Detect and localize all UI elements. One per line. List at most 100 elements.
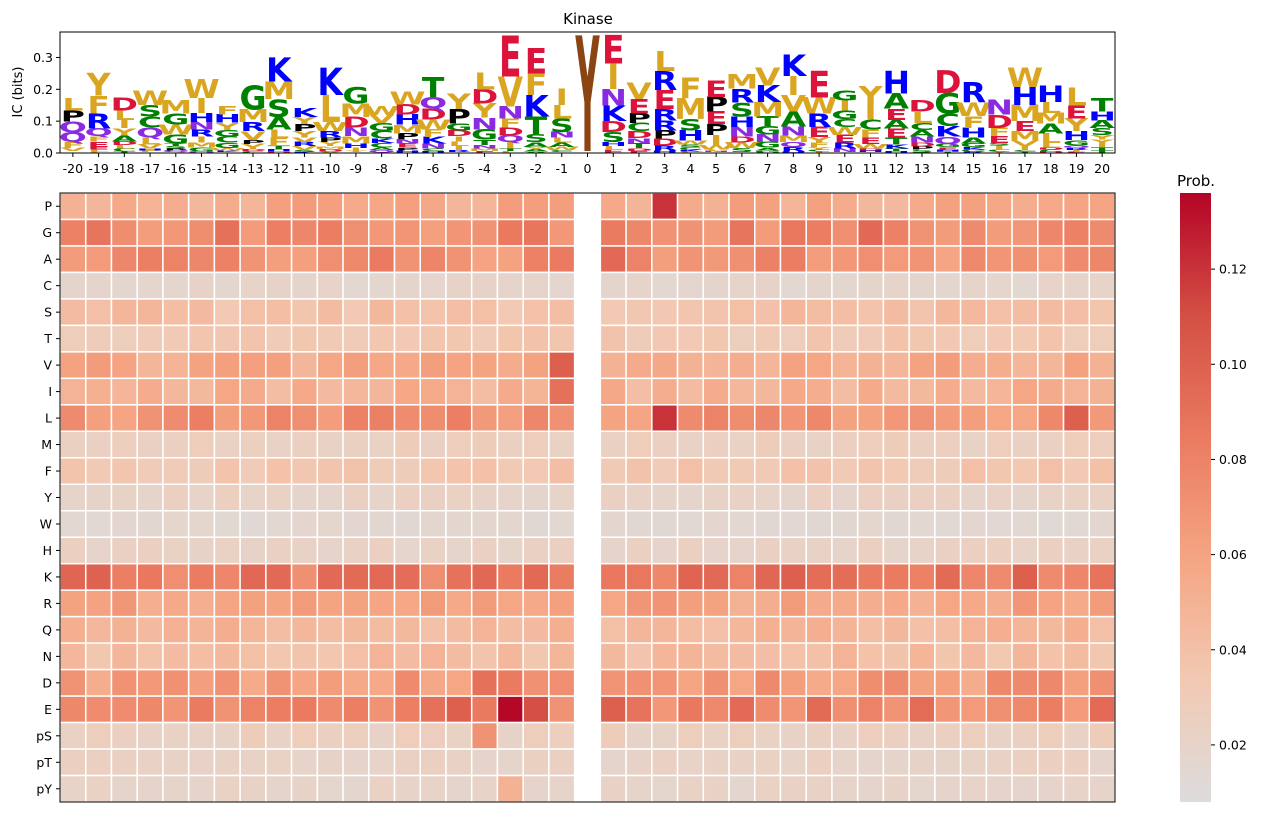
logo-letter: D bbox=[265, 151, 292, 154]
heatmap-cell bbox=[419, 218, 447, 247]
heatmap-cell bbox=[1011, 377, 1039, 406]
heatmap-cell bbox=[934, 192, 962, 221]
heatmap-cell bbox=[342, 324, 370, 353]
logo-x-tick-label: 0 bbox=[584, 161, 592, 176]
heatmap-cell bbox=[162, 430, 190, 459]
logo-x-tick-label: 1 bbox=[609, 161, 617, 176]
heatmap-cell bbox=[522, 483, 550, 512]
heatmap-cell bbox=[702, 377, 730, 406]
heatmap-cell bbox=[779, 695, 807, 724]
heatmap-cell bbox=[1011, 218, 1039, 247]
heatmap-cell bbox=[625, 562, 653, 591]
heatmap-cell bbox=[162, 298, 190, 327]
heatmap-cell bbox=[754, 351, 782, 380]
heatmap-cell bbox=[676, 615, 705, 644]
heatmap-cell bbox=[368, 351, 396, 380]
logo-letter: P bbox=[164, 148, 188, 151]
heatmap-cell bbox=[1037, 404, 1065, 433]
heatmap-cell bbox=[1062, 642, 1091, 671]
heatmap-cell bbox=[985, 562, 1013, 591]
heatmap-cell bbox=[985, 536, 1013, 565]
heatmap-cell bbox=[959, 695, 988, 724]
heatmap-cell bbox=[908, 589, 936, 618]
heatmap-cell bbox=[754, 245, 782, 274]
logo-letter: G bbox=[214, 128, 241, 138]
heatmap-row-label: F bbox=[45, 464, 52, 479]
heatmap-cell bbox=[728, 218, 756, 247]
heatmap-cell bbox=[419, 536, 447, 565]
heatmap-cell bbox=[290, 298, 319, 327]
heatmap-cell bbox=[393, 430, 421, 459]
heatmap-cell bbox=[368, 298, 396, 327]
heatmap-cell bbox=[754, 271, 782, 300]
heatmap-cell bbox=[985, 721, 1013, 750]
heatmap-cell bbox=[419, 695, 447, 724]
heatmap-cell bbox=[676, 589, 705, 618]
logo-letter: D bbox=[239, 149, 266, 152]
heatmap-cell bbox=[187, 430, 216, 459]
logo-letter: A bbox=[112, 134, 138, 144]
logo-x-tick-label: 17 bbox=[1017, 161, 1033, 176]
logo-letter: N bbox=[702, 150, 730, 152]
heatmap-cell bbox=[779, 562, 807, 591]
heatmap-cell bbox=[831, 748, 859, 777]
heatmap-cell bbox=[496, 351, 524, 380]
heatmap-cell bbox=[239, 218, 267, 247]
heatmap-cell bbox=[419, 483, 447, 512]
heatmap-cell bbox=[908, 192, 936, 221]
heatmap-cell bbox=[651, 430, 679, 459]
heatmap-cell bbox=[342, 509, 370, 538]
heatmap-cell bbox=[316, 589, 344, 618]
heatmap-cell bbox=[882, 377, 910, 406]
logo-letter: Q bbox=[934, 134, 962, 146]
logo-letter: C bbox=[138, 114, 162, 132]
heatmap-cell bbox=[522, 430, 550, 459]
heatmap-cell bbox=[1088, 271, 1116, 300]
heatmap-cell bbox=[599, 562, 627, 591]
heatmap-cell bbox=[187, 536, 216, 565]
heatmap-cell bbox=[676, 695, 705, 724]
heatmap-cell bbox=[419, 721, 447, 750]
logo-letter: F bbox=[422, 127, 445, 139]
heatmap-cell bbox=[213, 430, 241, 459]
heatmap-cell bbox=[290, 245, 319, 274]
heatmap-cell bbox=[1037, 298, 1065, 327]
heatmap-row-label: V bbox=[43, 358, 52, 373]
logo-letter: F bbox=[679, 151, 702, 154]
heatmap-cell bbox=[522, 298, 550, 327]
heatmap-cell bbox=[162, 351, 190, 380]
logo-letter: Y bbox=[857, 82, 882, 109]
heatmap-cell bbox=[548, 457, 576, 486]
heatmap-cell bbox=[831, 615, 859, 644]
logo-letter: F bbox=[499, 116, 522, 130]
logo-x-tick-label: -12 bbox=[269, 161, 289, 176]
heatmap-cell bbox=[187, 404, 216, 433]
heatmap-cell bbox=[754, 668, 782, 697]
heatmap-cell bbox=[368, 483, 396, 512]
heatmap-cell bbox=[702, 721, 730, 750]
heatmap-cell bbox=[419, 615, 447, 644]
heatmap-cell bbox=[316, 509, 344, 538]
heatmap-cell bbox=[110, 509, 138, 538]
heatmap-cell bbox=[599, 298, 627, 327]
logo-x-tick-label: -1 bbox=[556, 161, 568, 176]
heatmap-cell bbox=[934, 774, 962, 803]
heatmap-cell bbox=[805, 642, 833, 671]
heatmap-cell bbox=[445, 404, 473, 433]
logo-letter: W bbox=[672, 140, 708, 146]
logo-letter: F bbox=[62, 141, 85, 151]
heatmap-cell bbox=[136, 668, 164, 697]
logo-letter: C bbox=[858, 117, 882, 133]
logo-letter: W bbox=[827, 125, 863, 138]
logo-letter: N bbox=[728, 124, 756, 139]
heatmap-cell bbox=[84, 774, 113, 803]
heatmap-cell bbox=[831, 245, 859, 274]
heatmap-cell bbox=[882, 404, 910, 433]
heatmap-cell bbox=[1011, 245, 1039, 274]
heatmap-cell bbox=[985, 271, 1013, 300]
heatmap-cell bbox=[110, 377, 138, 406]
heatmap-cell bbox=[84, 351, 113, 380]
heatmap-cell bbox=[316, 351, 344, 380]
logo-letter: R bbox=[781, 146, 806, 153]
heatmap-cell bbox=[651, 615, 679, 644]
